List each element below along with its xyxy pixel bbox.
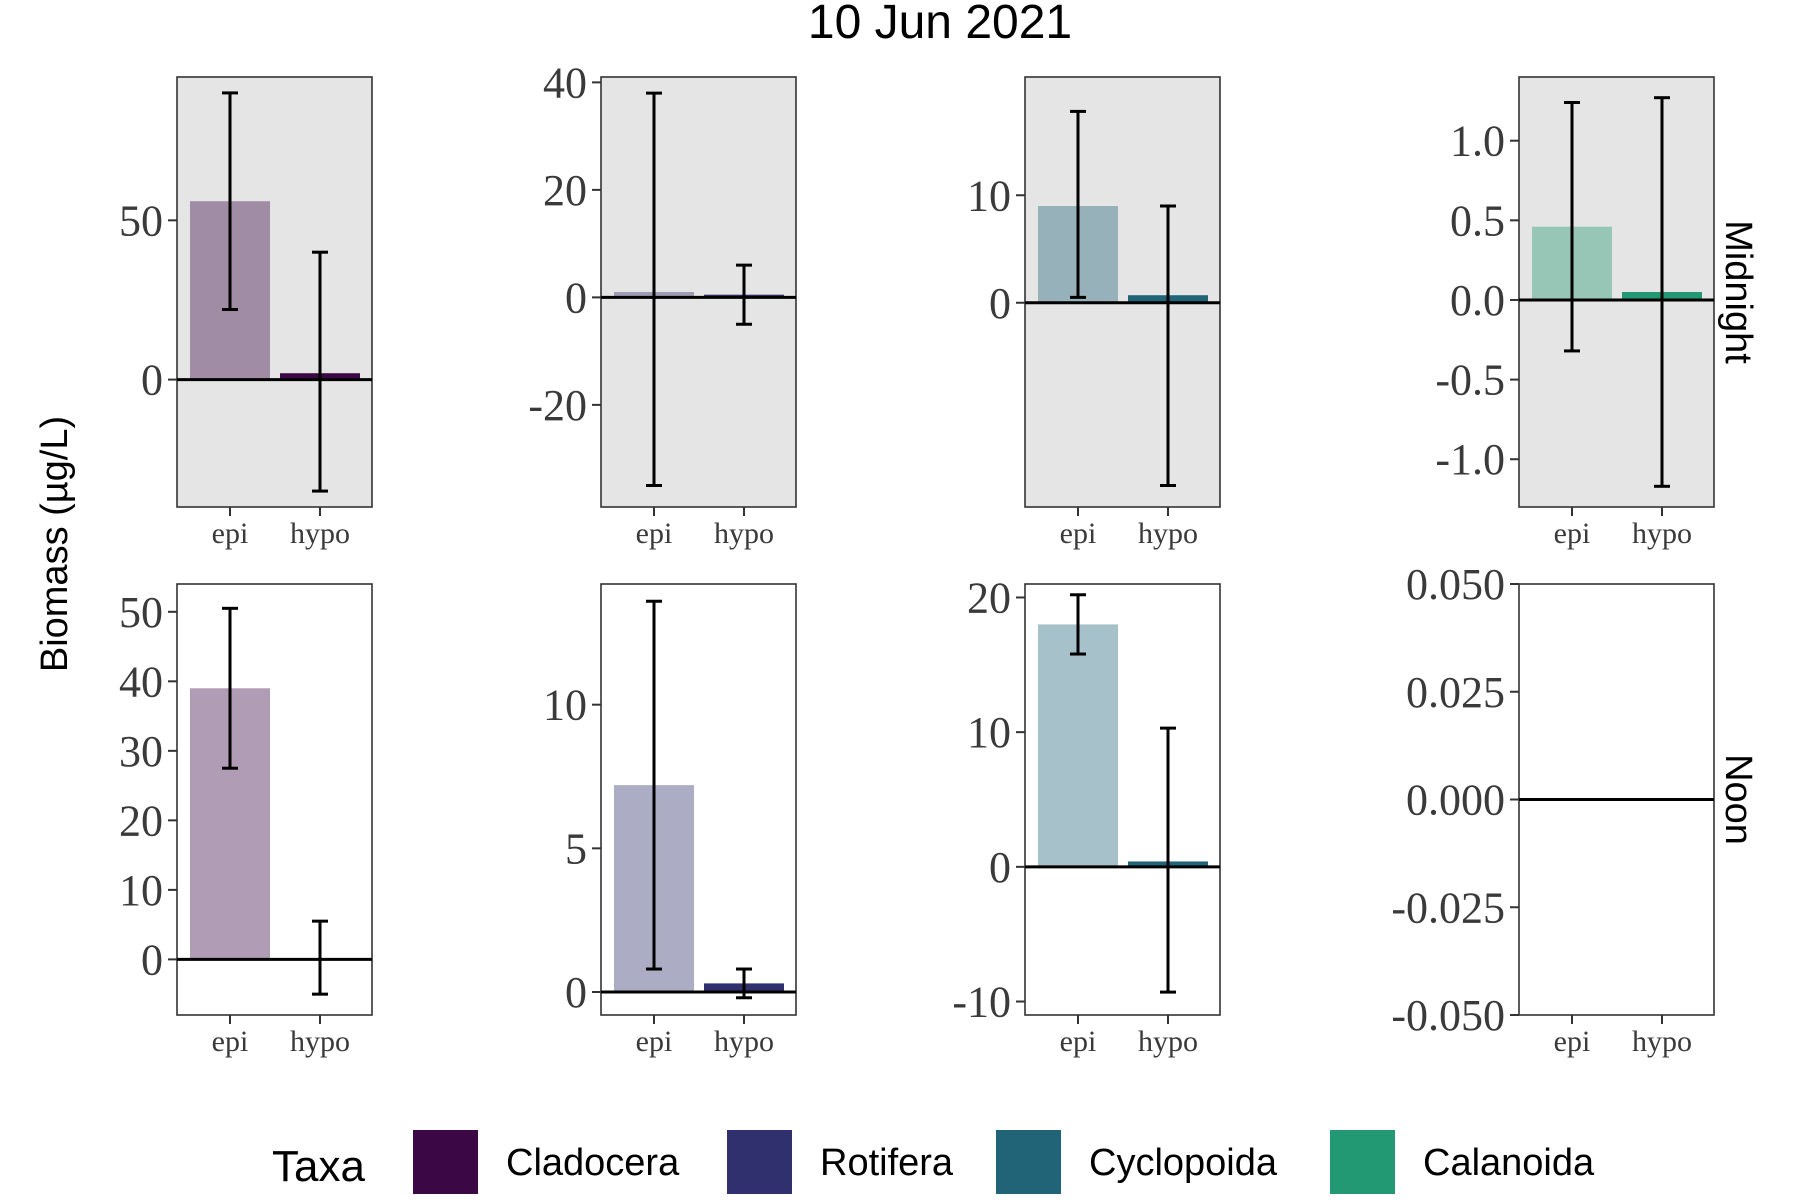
x-tick-label-epi: epi <box>212 517 249 550</box>
y-axis-label: Biomass (µg/L) <box>34 416 76 672</box>
y-tick-label: 0 <box>989 843 1011 892</box>
x-tick-label-hypo: hypo <box>714 1025 774 1058</box>
panel-background <box>600 76 797 508</box>
x-tick-label-epi: epi <box>212 1025 249 1058</box>
legend-title: Taxa <box>272 1142 365 1191</box>
x-tick-label-hypo: hypo <box>1138 517 1198 550</box>
y-tick-label: 10 <box>119 866 163 915</box>
y-tick-label: -1.0 <box>1435 435 1505 484</box>
panel-noon-cladocera: 0 10 20 30 40 50 epi hypo <box>119 583 373 1058</box>
legend-key-calanoida <box>1330 1130 1395 1194</box>
y-tick-label: 10 <box>967 171 1011 220</box>
legend-key-rotifera <box>727 1130 792 1194</box>
legend-label-calanoida: Calanoida <box>1423 1142 1595 1184</box>
y-tick-label: 20 <box>967 573 1011 622</box>
error-bar-hypo <box>1160 726 1176 994</box>
error-bar-hypo <box>1654 96 1670 488</box>
legend-label-cladocera: Cladocera <box>506 1142 680 1184</box>
panel-midnight-cyclopoida: 0 10 epi hypo <box>967 76 1221 550</box>
error-bar-hypo <box>312 250 328 493</box>
x-tick-label-hypo: hypo <box>290 1025 350 1058</box>
x-tick-label-hypo: hypo <box>714 517 774 550</box>
y-tick-label: 0 <box>565 968 587 1017</box>
legend-label-cyclopoida: Cyclopoida <box>1089 1142 1278 1184</box>
y-tick-label: 50 <box>119 196 163 245</box>
y-tick-label: 0.5 <box>1450 196 1505 245</box>
panel-midnight-calanoida: -1.0 -0.5 0.0 0.5 1.0 epi hypo <box>1435 76 1715 550</box>
error-bar-epi <box>1564 100 1580 353</box>
error-bar-epi <box>222 91 238 312</box>
legend-key-cladocera <box>413 1130 478 1194</box>
y-tick-label: 0.0 <box>1450 276 1505 325</box>
y-tick-label: 30 <box>119 727 163 776</box>
y-tick-label: 0 <box>141 935 163 984</box>
x-tick-label-hypo: hypo <box>1632 1025 1692 1058</box>
y-tick-label: -0.050 <box>1391 991 1505 1040</box>
y-tick-label: -0.5 <box>1435 356 1505 405</box>
y-tick-label: 20 <box>119 796 163 845</box>
y-tick-label: 40 <box>543 58 587 107</box>
x-tick-label-hypo: hypo <box>1138 1025 1198 1058</box>
y-tick-label: 1.0 <box>1450 117 1505 166</box>
error-bar-epi <box>646 91 662 487</box>
y-tick-label: 40 <box>119 657 163 706</box>
error-bar-hypo <box>736 967 752 1000</box>
chart-title: 10 Jun 2021 <box>808 0 1072 49</box>
x-tick-label-epi: epi <box>636 517 673 550</box>
x-tick-label-epi: epi <box>1060 517 1097 550</box>
legend-label-rotifera: Rotifera <box>820 1142 954 1184</box>
strip-label-noon: Noon <box>1717 754 1759 845</box>
error-bar-epi <box>222 606 238 770</box>
x-tick-label-hypo: hypo <box>1632 517 1692 550</box>
y-tick-label: -10 <box>952 978 1011 1027</box>
panel-noon-cyclopoida: -10 0 10 20 epi hypo <box>952 573 1221 1058</box>
panel-background <box>176 583 373 1016</box>
panel-background <box>600 583 797 1016</box>
y-tick-label: -0.025 <box>1391 883 1505 932</box>
x-tick-label-epi: epi <box>1060 1025 1097 1058</box>
error-bar-hypo <box>736 263 752 326</box>
panel-background <box>176 76 373 508</box>
x-tick-label-epi: epi <box>1554 1025 1591 1058</box>
y-tick-label: 0 <box>565 273 587 322</box>
strip-label-midnight: Midnight <box>1717 220 1759 364</box>
error-bar-hypo <box>312 919 328 996</box>
legend-key-cyclopoida <box>996 1130 1061 1194</box>
y-tick-label: 10 <box>967 708 1011 757</box>
x-tick-label-epi: epi <box>1554 517 1591 550</box>
panel-noon-calanoida: -0.050 -0.025 0.000 0.025 0.050 epi hypo <box>1391 560 1715 1058</box>
x-tick-label-epi: epi <box>636 1025 673 1058</box>
x-tick-label-hypo: hypo <box>290 517 350 550</box>
panel-midnight-cladocera: 0 50 epi hypo <box>119 76 373 550</box>
bar-epi <box>1038 624 1118 867</box>
y-tick-label: 0 <box>141 356 163 405</box>
y-tick-label: 0 <box>989 279 1011 328</box>
error-bar-epi <box>1070 593 1086 656</box>
panel-midnight-rotifera: -20 0 20 40 epi hypo <box>528 58 797 550</box>
panel-noon-rotifera: 0 5 10 epi hypo <box>543 583 797 1058</box>
y-tick-label: 5 <box>565 824 587 873</box>
legend: Taxa Cladocera Rotifera Cyclopoida Calanoida <box>272 1130 1595 1194</box>
panel-background <box>1024 76 1221 508</box>
y-tick-label: 0.025 <box>1406 668 1505 717</box>
panel-background <box>1024 583 1221 1016</box>
error-bar-epi <box>646 599 662 971</box>
row-strip-labels: Midnight Noon <box>1717 220 1759 845</box>
y-tick-label: -20 <box>528 381 587 430</box>
y-tick-label: 0.050 <box>1406 560 1505 609</box>
y-tick-label: 10 <box>543 681 587 730</box>
y-tick-label: 0.000 <box>1406 776 1505 825</box>
y-tick-label: 20 <box>543 166 587 215</box>
error-bar-hypo <box>1160 204 1176 487</box>
error-bar-epi <box>1070 109 1086 299</box>
y-tick-label: 50 <box>119 588 163 637</box>
